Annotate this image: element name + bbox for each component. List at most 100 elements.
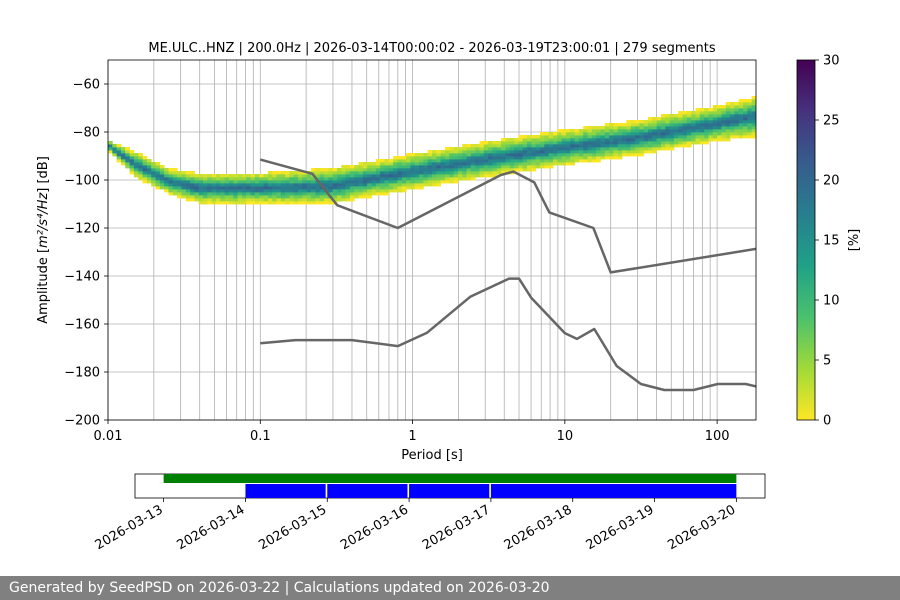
y-tick-label: −180 xyxy=(64,366,100,381)
psd-density-cell xyxy=(228,189,234,193)
psd-density-cell xyxy=(604,126,610,130)
psd-density-cell xyxy=(380,159,385,163)
psd-density-cell xyxy=(479,168,485,172)
psd-density-cell xyxy=(108,147,113,151)
psd-density-cell xyxy=(220,177,226,181)
psd-density-cell xyxy=(747,129,753,133)
psd-density-cell xyxy=(548,147,554,151)
psd-density-cell xyxy=(397,174,403,178)
psd-density-cell xyxy=(561,147,567,151)
psd-density-cell xyxy=(345,198,351,202)
psd-density-cell xyxy=(738,108,744,112)
psd-density-cell xyxy=(345,177,351,181)
psd-density-cell xyxy=(384,189,390,193)
psd-density-cell xyxy=(319,171,325,175)
psd-density-cell xyxy=(557,138,562,142)
psd-density-cell xyxy=(695,108,701,112)
psd-density-cell xyxy=(635,120,640,124)
psd-density-cell xyxy=(600,138,606,142)
psd-density-cell xyxy=(315,168,321,172)
psd-density-cell xyxy=(293,195,299,199)
psd-density-cell xyxy=(751,132,756,136)
psd-density-cell xyxy=(730,102,735,106)
psd-density-cell xyxy=(470,153,476,157)
psd-density-cell xyxy=(406,168,411,172)
psd-density-cell xyxy=(203,189,208,193)
psd-density-cell xyxy=(470,156,476,160)
psd-density-cell xyxy=(483,153,489,157)
psd-density-cell xyxy=(237,198,243,202)
psd-density-cell xyxy=(185,180,191,184)
psd-density-cell xyxy=(181,183,187,187)
psd-density-cell xyxy=(591,129,597,133)
psd-density-cell xyxy=(695,141,701,145)
psd-density-cell xyxy=(682,120,688,124)
psd-density-cell xyxy=(367,192,372,196)
psd-density-cell xyxy=(129,171,135,175)
psd-density-cell xyxy=(267,177,273,181)
psd-density-cell xyxy=(470,159,476,163)
psd-density-cell xyxy=(380,162,385,166)
psd-density-cell xyxy=(682,117,688,121)
psd-density-cell xyxy=(565,144,571,148)
psd-density-cell xyxy=(423,180,429,184)
psd-density-cell xyxy=(168,171,174,175)
psd-density-cell xyxy=(414,162,420,166)
psd-density-cell xyxy=(747,108,753,112)
psd-density-cell xyxy=(164,180,169,184)
psd-density-cell xyxy=(108,144,113,148)
psd-density-cell xyxy=(457,177,463,181)
psd-density-cell xyxy=(142,177,148,181)
psd-density-cell xyxy=(414,177,420,181)
psd-density-cell xyxy=(626,147,632,151)
psd-density-cell xyxy=(280,183,286,187)
psd-density-cell xyxy=(168,192,174,196)
psd-density-cell xyxy=(751,111,756,115)
psd-density-cell xyxy=(540,132,545,136)
psd-density-cell xyxy=(224,201,230,205)
psd-density-cell xyxy=(332,186,338,190)
psd-density-cell xyxy=(604,141,610,145)
psd-density-cell xyxy=(336,177,342,181)
psd-density-cell xyxy=(250,174,256,178)
psd-density-cell xyxy=(652,135,658,139)
psd-density-cell xyxy=(686,123,692,127)
psd-density-cell xyxy=(535,156,541,160)
psd-density-cell xyxy=(289,201,295,205)
psd-density-cell xyxy=(522,150,528,154)
psd-density-cell xyxy=(725,132,731,136)
psd-density-cell xyxy=(479,150,485,154)
psd-density-cell xyxy=(635,129,640,133)
psd-density-cell xyxy=(613,135,619,139)
psd-density-cell xyxy=(695,132,701,136)
psd-density-cell xyxy=(138,168,143,172)
psd-density-cell xyxy=(254,180,260,184)
psd-density-cell xyxy=(483,144,489,148)
psd-density-cell xyxy=(272,183,277,187)
psd-density-cell xyxy=(444,171,450,175)
psd-density-cell xyxy=(444,180,450,184)
psd-density-cell xyxy=(613,141,619,145)
psd-density-cell xyxy=(246,183,251,187)
psd-density-cell xyxy=(604,138,610,142)
psd-density-cell xyxy=(522,168,528,172)
psd-density-cell xyxy=(285,195,290,199)
psd-density-cell xyxy=(384,162,390,166)
psd-density-cell xyxy=(427,162,433,166)
psd-density-cell xyxy=(371,183,377,187)
psd-density-cell xyxy=(233,180,238,184)
psd-density-cell xyxy=(548,144,554,148)
psd-density-cell xyxy=(375,183,381,187)
psd-density-cell xyxy=(146,159,152,163)
psd-density-cell xyxy=(505,153,511,157)
psd-density-cell xyxy=(241,186,247,190)
psd-density-cell xyxy=(349,165,355,169)
psd-density-cell xyxy=(254,189,260,193)
psd-density-cell xyxy=(531,156,537,160)
psd-density-cell xyxy=(522,162,528,166)
psd-density-cell xyxy=(699,138,705,142)
psd-density-cell xyxy=(380,189,385,193)
psd-density-cell xyxy=(682,138,688,142)
psd-density-cell xyxy=(401,186,407,190)
psd-density-cell xyxy=(203,195,208,199)
